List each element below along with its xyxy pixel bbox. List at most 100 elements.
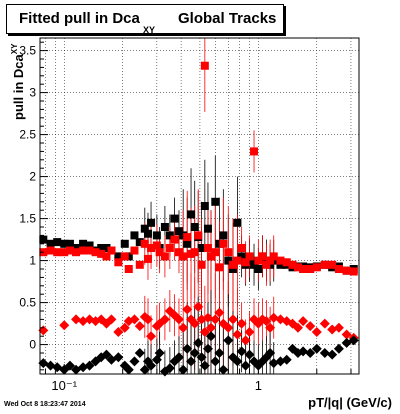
data-point-diamond (261, 316, 272, 327)
data-point-diamond (232, 356, 243, 367)
y-axis-label-subscript: XY (10, 43, 19, 55)
data-point-square (312, 263, 321, 272)
data-point-diamond (205, 331, 216, 342)
data-point-square (130, 231, 139, 240)
data-point-square (124, 252, 133, 261)
data-point-square (276, 260, 285, 269)
data-point-square (60, 239, 69, 248)
data-point-diamond (123, 364, 134, 375)
data-point-square (147, 218, 156, 227)
data-point-diamond (134, 348, 145, 358)
data-point-square (152, 241, 161, 250)
data-point-diamond (139, 364, 150, 375)
data-point-diamond (305, 321, 316, 332)
data-point-diamond (101, 349, 112, 360)
data-point-diamond (236, 318, 247, 329)
data-point-diamond (202, 343, 213, 354)
data-point-square (200, 202, 209, 210)
data-point-diamond (205, 322, 216, 333)
y-axis-label: pull in DcaXY (0, 44, 26, 140)
data-point-square (250, 147, 259, 156)
title-subscript: XY (143, 25, 156, 35)
data-point-square (254, 256, 263, 265)
data-point-diamond (113, 327, 124, 337)
data-point-diamond (186, 356, 197, 367)
data-point-square (85, 246, 94, 255)
data-point-square (155, 248, 164, 257)
data-point-diamond (146, 331, 157, 342)
data-point-square (53, 248, 62, 257)
data-point-diamond (189, 348, 200, 358)
data-point-square (306, 265, 315, 273)
data-point-diamond (223, 335, 234, 346)
data-point-square (174, 227, 183, 236)
timestamp: Wed Oct 8 18:23:47 2014 (4, 401, 86, 408)
data-point-diamond (223, 322, 234, 333)
y-tick-label: 0.5 (19, 296, 36, 310)
data-point-square (262, 260, 271, 269)
data-point-diamond (142, 314, 153, 325)
data-point-square (233, 256, 242, 265)
data-point-square (114, 258, 123, 267)
data-point-square (190, 248, 199, 257)
title-main: Fitted pull in Dca (19, 10, 140, 27)
data-point-square (183, 239, 192, 248)
data-point-square (269, 252, 278, 261)
data-point-square (288, 260, 297, 269)
data-point-diamond (265, 348, 276, 358)
data-point-square (320, 260, 329, 269)
data-point-diamond (106, 314, 117, 325)
chart-title: Fitted pull in Dca XY Global Tracks (6, 4, 284, 35)
data-point-square (197, 244, 206, 252)
data-point-square (165, 231, 174, 240)
data-point-square (224, 248, 233, 257)
data-point-square (174, 248, 183, 257)
data-point-square (130, 246, 139, 255)
data-point-square (190, 223, 199, 231)
data-point-square (140, 224, 149, 233)
data-point-diamond (129, 314, 140, 325)
data-point-diamond (59, 320, 70, 331)
x-axis-label: pT/|q| (GeV/c) (308, 395, 392, 410)
data-point-square (120, 239, 129, 248)
data-point-diamond (232, 329, 243, 340)
x-tick-label: 10⁻¹ (51, 378, 77, 393)
data-point-square (197, 260, 206, 269)
data-point-square (237, 244, 246, 252)
data-point-diamond (146, 360, 157, 371)
data-point-diamond (173, 314, 184, 325)
data-point-diamond (210, 314, 221, 325)
data-point-square (147, 244, 156, 252)
y-tick-label: 3.5 (19, 44, 36, 58)
data-point-diamond (311, 343, 322, 354)
y-tick-label: 1.5 (19, 212, 36, 226)
data-point-diamond (244, 349, 255, 360)
data-point-square (228, 260, 237, 269)
data-point-square (206, 252, 215, 261)
data-point-diamond (196, 352, 207, 363)
data-point-square (72, 248, 81, 257)
data-point-diamond (84, 360, 95, 371)
data-point-square (211, 248, 220, 257)
data-point-square (102, 252, 111, 261)
title-rest: Global Tracks (178, 10, 277, 27)
data-point-square (140, 239, 149, 248)
data-point-diamond (182, 343, 193, 354)
data-point-square (282, 258, 291, 267)
data-point-square (60, 248, 69, 257)
data-point-square (299, 265, 308, 273)
data-point-diamond (199, 327, 210, 337)
data-point-square (194, 231, 203, 240)
data-point-square (183, 233, 192, 242)
data-point-diamond (218, 364, 229, 375)
data-point-diamond (298, 316, 309, 327)
data-point-diamond (154, 348, 165, 358)
data-point-square (237, 252, 246, 261)
data-point-diamond (327, 349, 338, 360)
data-point-square (187, 210, 196, 219)
data-point-square (107, 246, 116, 255)
data-point-square (254, 265, 263, 273)
data-point-diamond (319, 348, 330, 358)
data-point-diamond (319, 318, 330, 329)
